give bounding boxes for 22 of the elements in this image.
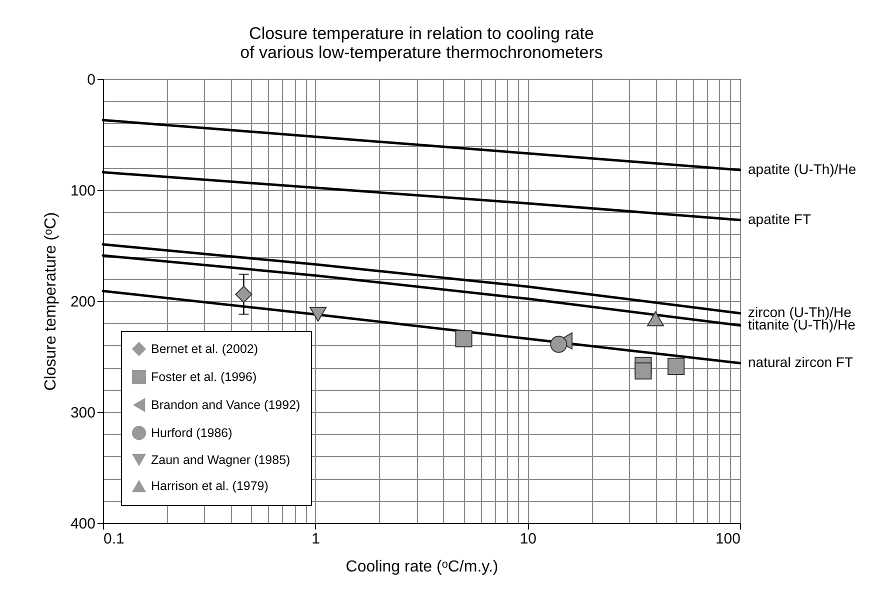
- y-tick-label: 200: [70, 294, 96, 310]
- y-tick-label: 400: [70, 516, 96, 532]
- legend-label: Brandon and Vance (1992): [151, 398, 300, 412]
- series-label: natural zircon FT: [748, 354, 854, 370]
- y-tick-label: 100: [70, 182, 96, 200]
- legend-label: Foster et al. (1996): [151, 370, 257, 384]
- x-tick-label: 1: [312, 530, 320, 548]
- series-label: zircon (U-Th)/He: [748, 304, 852, 320]
- legend-label: Harrison et al. (1979): [151, 479, 268, 493]
- chart-title: Closure temperature in relation to cooling rate of various low-temperature thermochronometers: [240, 24, 603, 62]
- series-label: apatite (U-Th)/He: [748, 161, 856, 178]
- legend-label: Zaun and Wagner (1985): [151, 453, 290, 467]
- series-label: apatite FT: [748, 210, 812, 227]
- x-axis-title: Cooling rate (ᵒC/m.y.): [346, 558, 498, 576]
- x-tick-label: 10: [520, 530, 537, 548]
- x-tick-label: 0.1: [104, 530, 124, 548]
- x-tick-label: 100: [715, 530, 740, 548]
- y-tick-label: 0: [87, 72, 96, 88]
- legend-label: Bernet et al. (2002): [151, 342, 258, 356]
- legend-label: Hurford (1986): [151, 426, 232, 440]
- y-tick-label: 300: [70, 404, 96, 422]
- y-axis-title: Closure temperature (ᵒC): [42, 212, 60, 391]
